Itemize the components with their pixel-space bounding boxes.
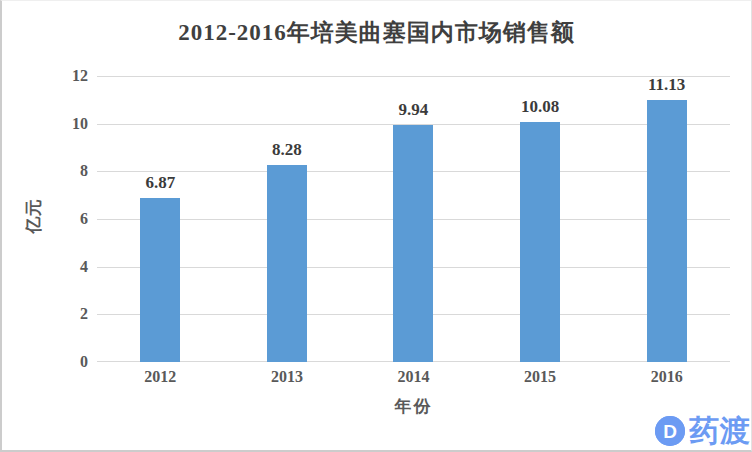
x-axis-title: 年份 bbox=[97, 395, 730, 418]
pharmacodia-logo-icon: D bbox=[655, 416, 685, 446]
bar-group: 10.08 bbox=[477, 76, 604, 362]
plot-area: 6.87 8.28 9.94 10.08 11.13 bbox=[97, 76, 730, 362]
bar-value-label: 6.87 bbox=[145, 174, 175, 191]
y-axis-tick-label: 0 bbox=[80, 354, 88, 370]
bar-value-label: 11.13 bbox=[648, 76, 685, 93]
bar-value-label: 8.28 bbox=[272, 141, 302, 158]
bar-group: 8.28 bbox=[224, 76, 351, 362]
bar-group: 11.13 bbox=[603, 76, 730, 362]
y-axis-tick-labels: 121086420 bbox=[2, 76, 88, 362]
x-axis-tick-label: 2013 bbox=[224, 368, 351, 386]
y-axis-tick-label: 4 bbox=[80, 259, 88, 275]
bar-group: 9.94 bbox=[350, 76, 477, 362]
bar bbox=[393, 125, 433, 362]
x-axis-tick-labels: 20122013201420152016 bbox=[97, 368, 730, 386]
y-axis-tick-label: 8 bbox=[80, 163, 88, 179]
y-axis-tick-label: 12 bbox=[72, 68, 88, 84]
pharmacodia-logo-text: 药渡 bbox=[689, 416, 751, 446]
bar bbox=[520, 122, 560, 362]
y-axis-tick-label: 6 bbox=[80, 211, 88, 227]
chart-page: 2012-2016年培美曲塞国内市场销售额 亿元 121086420 6.878… bbox=[0, 0, 752, 452]
y-axis-tick-label: 10 bbox=[72, 116, 88, 132]
pharmacodia-watermark: D 药渡 bbox=[655, 416, 751, 446]
bar-series: 6.87 8.28 9.94 10.08 11.13 bbox=[97, 76, 730, 362]
bar-value-label: 10.08 bbox=[521, 98, 559, 115]
x-axis-tick-label: 2016 bbox=[603, 368, 730, 386]
x-axis-tick-label: 2015 bbox=[477, 368, 604, 386]
x-axis-tick-label: 2012 bbox=[97, 368, 224, 386]
bar-value-label: 9.94 bbox=[399, 101, 429, 118]
chart-title: 2012-2016年培美曲塞国内市场销售额 bbox=[2, 17, 751, 48]
x-axis-tick-label: 2014 bbox=[350, 368, 477, 386]
y-axis-tick-label: 2 bbox=[80, 306, 88, 322]
bar-group: 6.87 bbox=[97, 76, 224, 362]
bar bbox=[140, 198, 180, 362]
bar bbox=[267, 165, 307, 362]
bar bbox=[647, 100, 687, 362]
